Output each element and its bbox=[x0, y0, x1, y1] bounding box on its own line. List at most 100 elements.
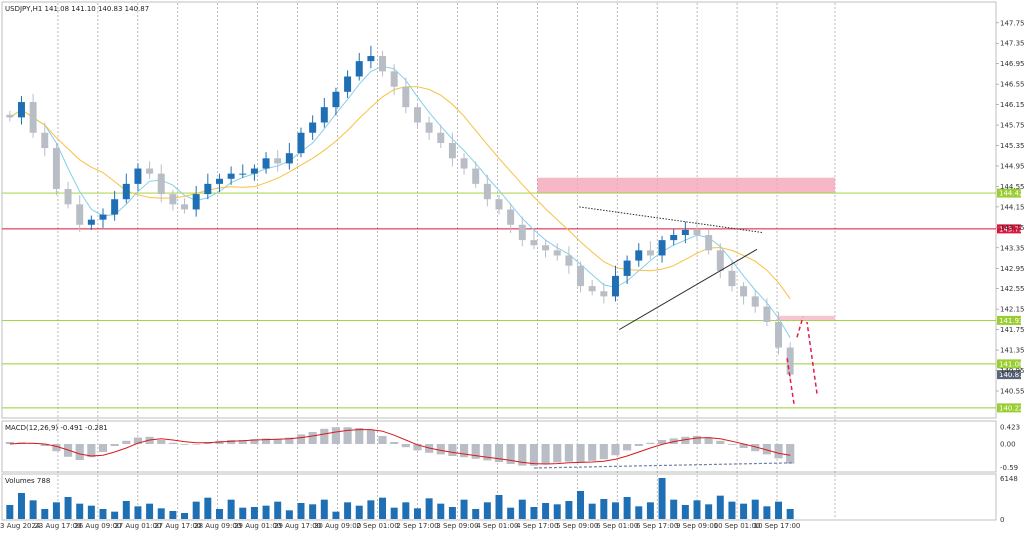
candle-body bbox=[495, 199, 503, 210]
macd-bar bbox=[576, 444, 585, 462]
volume-bar bbox=[425, 498, 433, 519]
y-tick-label: 147.35 bbox=[1000, 40, 1024, 48]
macd-bar bbox=[588, 444, 597, 461]
arrow-down-1 bbox=[786, 357, 795, 404]
volume-bar bbox=[52, 502, 60, 519]
volume-bar bbox=[29, 500, 37, 519]
candle-body bbox=[285, 153, 293, 164]
volume-bar bbox=[658, 478, 666, 519]
candle-body bbox=[635, 250, 643, 261]
macd-bar bbox=[739, 444, 748, 448]
volume-bar bbox=[507, 507, 515, 519]
zone-rect bbox=[537, 177, 835, 194]
volume-bar bbox=[740, 503, 748, 519]
candle-body bbox=[379, 56, 387, 72]
candle-body bbox=[29, 102, 37, 133]
volume-bar bbox=[460, 499, 468, 519]
y-tick-label: 143.35 bbox=[1000, 244, 1024, 252]
candle-body bbox=[693, 229, 701, 236]
candle-body bbox=[157, 173, 165, 195]
macd-bar bbox=[681, 436, 690, 444]
volume-bar bbox=[530, 506, 538, 519]
x-tick-label: 28 Aug 09:00 bbox=[194, 522, 241, 530]
candle-body bbox=[681, 229, 689, 236]
macd-bar bbox=[168, 442, 177, 444]
x-tick-label: 9 Sep 09:00 bbox=[676, 522, 718, 530]
candle-body bbox=[448, 142, 456, 159]
candle-body bbox=[588, 286, 596, 292]
candle-body bbox=[262, 158, 270, 169]
price-axis: 147.75 147.35 146.95 146.55 146.15 145.75 145.… bbox=[996, 19, 1024, 395]
candle-body bbox=[332, 91, 340, 108]
y-tick-label: 144.15 bbox=[1000, 203, 1024, 211]
macd-bar bbox=[75, 444, 84, 460]
volume-bar bbox=[367, 500, 375, 519]
candle-body bbox=[309, 122, 317, 133]
level-tag-label: 141.08 bbox=[999, 360, 1024, 368]
macd-bar bbox=[52, 444, 61, 452]
level-tag bbox=[997, 315, 1021, 325]
volume-bar bbox=[483, 502, 491, 519]
triangle-upper-line bbox=[579, 206, 763, 233]
triangle-lower-line bbox=[618, 248, 758, 331]
candle-body bbox=[227, 173, 235, 179]
candle-body bbox=[553, 250, 561, 256]
macd-bar bbox=[133, 437, 143, 444]
candle-body bbox=[425, 122, 433, 133]
macd-bar bbox=[786, 444, 795, 464]
level-tag bbox=[997, 224, 1021, 234]
level-tag bbox=[997, 359, 1021, 369]
macd-bar bbox=[5, 442, 14, 444]
candle-body bbox=[297, 132, 305, 154]
volume-bar bbox=[635, 506, 643, 519]
y-tick-label: 144.95 bbox=[1000, 162, 1024, 170]
macd-bar bbox=[657, 440, 667, 444]
moving-average-line bbox=[9, 65, 791, 338]
x-tick-label: 29 Aug 17:00 bbox=[274, 522, 321, 530]
candle-body bbox=[600, 291, 608, 297]
macd-bar bbox=[87, 444, 96, 458]
level-tag-label: 140.22 bbox=[999, 404, 1024, 412]
macd-bar bbox=[110, 444, 119, 446]
macd-bar bbox=[285, 437, 294, 444]
candle-body bbox=[530, 240, 538, 246]
annotations bbox=[579, 206, 818, 404]
volume-bar bbox=[41, 508, 49, 519]
zone-rect bbox=[777, 315, 835, 321]
macd-bar bbox=[261, 438, 271, 444]
moving-average-line bbox=[9, 86, 791, 300]
macd-bar bbox=[762, 444, 771, 455]
x-tick-label: 4 Sep 17:00 bbox=[516, 522, 558, 530]
y-tick-label: 142.55 bbox=[1000, 285, 1024, 293]
macd-bar bbox=[227, 440, 236, 444]
volume-bar bbox=[518, 499, 526, 519]
candle-body bbox=[320, 107, 328, 123]
candle-body bbox=[775, 321, 783, 348]
zones bbox=[537, 177, 835, 321]
macd-tick-label: -0.59 bbox=[1000, 464, 1018, 472]
candle-body bbox=[716, 250, 724, 271]
candle-body bbox=[239, 173, 247, 175]
volume-bar bbox=[542, 502, 550, 519]
macd-bar bbox=[390, 442, 399, 444]
level-tag bbox=[997, 370, 1021, 380]
level-tag-label: 143.72 bbox=[999, 225, 1024, 233]
candle-body bbox=[134, 168, 142, 184]
candle-body bbox=[181, 204, 189, 210]
x-tick-label: 6 Sep 01:00 bbox=[596, 522, 638, 530]
macd-bar bbox=[157, 440, 166, 444]
volume-title: Volumes 788 bbox=[5, 477, 50, 485]
macd-bar bbox=[320, 428, 329, 444]
volume-bar bbox=[565, 500, 573, 519]
volume-bar bbox=[134, 506, 142, 519]
macd-bar bbox=[774, 444, 783, 459]
volume-bar bbox=[763, 506, 771, 519]
level-tag-label: 144.42 bbox=[999, 190, 1024, 198]
x-tick-label: 3 Sep 09:00 bbox=[436, 522, 478, 530]
macd-bar bbox=[343, 427, 352, 444]
macd-signal-line bbox=[9, 429, 791, 465]
y-tick-label: 141.75 bbox=[1000, 326, 1024, 334]
x-tick-label: 26 Aug 09:00 bbox=[74, 522, 121, 530]
volume-bar bbox=[728, 501, 736, 519]
volume-bar bbox=[320, 499, 328, 519]
